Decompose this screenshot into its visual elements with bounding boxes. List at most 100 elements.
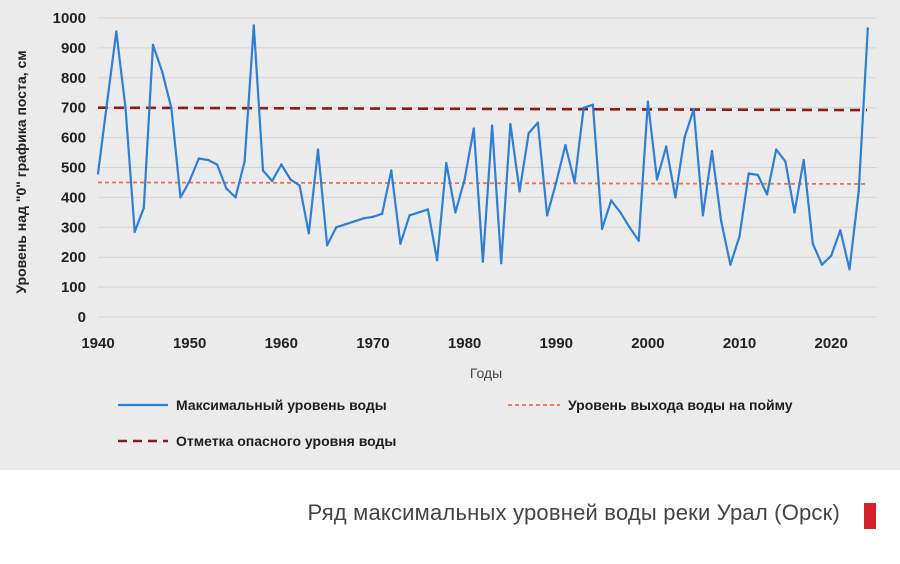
y-tick-label: 700: [61, 100, 86, 117]
data-point: [646, 100, 650, 103]
data-point: [866, 27, 870, 30]
data-point: [729, 263, 732, 266]
data-point: [408, 214, 411, 217]
data-point: [353, 220, 356, 223]
data-point: [179, 196, 182, 199]
data-point: [280, 163, 283, 166]
data-point: [463, 178, 466, 181]
data-point: [490, 124, 494, 127]
data-point: [848, 267, 851, 271]
data-point: [573, 181, 576, 184]
data-point: [793, 211, 796, 214]
data-point: [197, 157, 201, 160]
data-point: [665, 145, 668, 148]
reference-lines: [97, 106, 868, 185]
data-point: [225, 187, 228, 190]
x-tick-label: 1950: [173, 335, 206, 352]
x-tick-label: 1980: [448, 335, 481, 352]
data-point: [151, 43, 155, 47]
data-point: [545, 214, 549, 217]
y-tick-label: 400: [61, 189, 86, 206]
max-level-line: [96, 24, 869, 271]
data-point: [390, 169, 393, 172]
data-point: [344, 223, 347, 226]
y-tick-label: 600: [61, 130, 86, 147]
data-point: [692, 107, 695, 111]
y-tick-label: 500: [61, 160, 86, 177]
data-point: [170, 106, 173, 109]
data-point: [674, 196, 677, 199]
data-point: [591, 103, 595, 106]
x-tick-label: 1970: [356, 335, 389, 352]
data-point: [564, 143, 567, 147]
data-point: [325, 244, 329, 247]
data-point: [454, 211, 457, 214]
data-point: [811, 242, 815, 245]
data-point: [252, 24, 255, 27]
legend-label-danger: Отметка опасного уровня воды: [176, 433, 396, 449]
y-tick-label: 800: [61, 70, 86, 87]
data-point: [555, 181, 558, 184]
x-tick-label: 1990: [540, 335, 573, 352]
max-level-series: [96, 24, 870, 271]
data-point: [784, 160, 787, 163]
data-point: [160, 70, 164, 74]
x-tick-label: 2020: [814, 335, 847, 352]
data-point: [289, 178, 292, 181]
data-point: [500, 261, 503, 265]
data-point: [445, 161, 448, 165]
data-point: [765, 193, 769, 196]
data-point: [142, 206, 146, 210]
data-point: [481, 260, 485, 263]
data-point: [243, 160, 246, 163]
x-axis-tick-labels: 1940 1950 1960 1970 1980 1990 2000 2010 2020: [81, 335, 848, 352]
data-point: [362, 217, 365, 220]
legend: Максимальный уровень воды Уровень выхода…: [118, 397, 793, 449]
y-tick-label: 900: [61, 40, 86, 57]
data-point: [600, 227, 604, 230]
data-point: [215, 163, 219, 166]
data-point: [829, 254, 833, 257]
y-tick-label: 100: [61, 279, 86, 296]
y-tick-label: 1000: [53, 10, 86, 27]
data-point: [124, 106, 127, 109]
data-point: [582, 106, 585, 109]
data-point: [380, 212, 384, 216]
river-level-chart: 0 100 200 300 400 500 600 700 800 900 1000 1940 195…: [13, 10, 877, 449]
data-point: [683, 136, 686, 139]
floodplain-level-line: [97, 181, 868, 185]
data-point: [518, 190, 521, 193]
data-point: [435, 258, 439, 262]
x-tick-label: 2010: [723, 335, 756, 352]
data-point: [701, 214, 705, 217]
data-point: [802, 158, 805, 162]
data-point: [307, 232, 310, 235]
data-point: [747, 172, 750, 175]
data-point: [720, 220, 723, 223]
data-point: [371, 215, 375, 219]
data-point: [472, 127, 475, 130]
x-tick-label: 2000: [631, 335, 664, 352]
chart-photo-background: [0, 0, 900, 470]
data-point: [738, 235, 741, 238]
y-axis-title: Уровень над "0" графика поста, см: [13, 50, 29, 293]
data-point: [655, 178, 659, 181]
y-tick-label: 200: [61, 249, 86, 266]
data-point: [261, 169, 265, 172]
data-point: [527, 131, 530, 135]
data-point: [188, 179, 191, 183]
danger-level-line: [97, 106, 868, 112]
data-point: [610, 199, 613, 202]
legend-label-floodplain: Уровень выхода воды на пойму: [568, 397, 793, 413]
data-point: [105, 100, 109, 103]
data-point: [536, 121, 540, 124]
x-tick-label: 1940: [81, 335, 114, 352]
data-point: [839, 229, 842, 232]
data-point: [115, 30, 118, 33]
data-point: [628, 226, 631, 229]
data-point: [857, 190, 860, 193]
data-point: [820, 263, 824, 266]
data-point: [417, 211, 420, 214]
data-point: [96, 172, 100, 175]
figure-caption: Ряд максимальных уровней воды реки Урал …: [307, 500, 840, 525]
